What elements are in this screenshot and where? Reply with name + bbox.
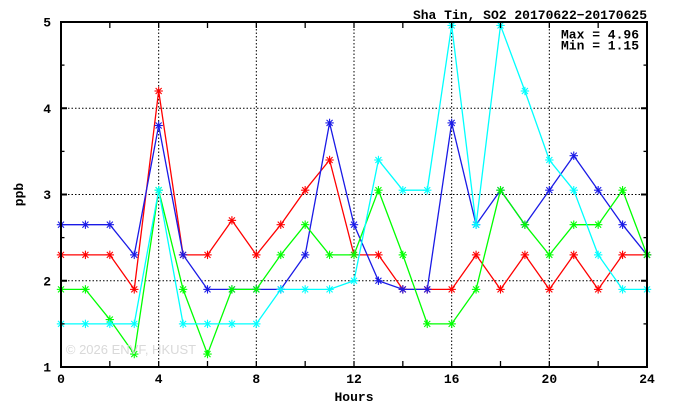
svg-text:4: 4 xyxy=(43,102,51,117)
svg-text:20: 20 xyxy=(542,372,558,387)
svg-text:3: 3 xyxy=(43,188,51,203)
svg-text:5: 5 xyxy=(43,16,51,31)
svg-text:© 2026 ENVF, HKUST: © 2026 ENVF, HKUST xyxy=(66,342,196,357)
svg-text:16: 16 xyxy=(444,372,460,387)
svg-text:Hours: Hours xyxy=(334,390,373,405)
svg-text:8: 8 xyxy=(252,372,260,387)
svg-text:Sha Tin, SO2 20170622−20170625: Sha Tin, SO2 20170622−20170625 xyxy=(413,8,647,23)
svg-text:0: 0 xyxy=(57,372,65,387)
svg-text:2: 2 xyxy=(43,274,51,289)
svg-text:ppb: ppb xyxy=(12,183,27,207)
svg-text:4: 4 xyxy=(155,372,163,387)
svg-text:Min = 1.15: Min = 1.15 xyxy=(561,39,639,54)
svg-text:12: 12 xyxy=(346,372,362,387)
svg-text:1: 1 xyxy=(43,361,51,376)
svg-text:24: 24 xyxy=(639,372,655,387)
